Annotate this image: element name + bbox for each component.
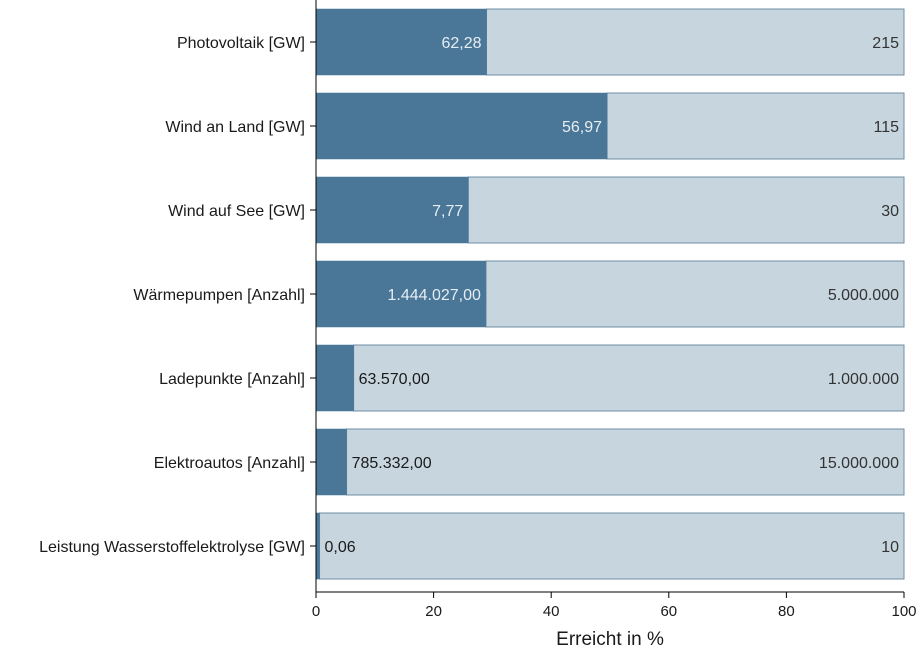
bar-target-segment <box>319 512 905 580</box>
target-value-label: 10 <box>881 539 899 556</box>
x-tick-label: 40 <box>543 603 560 620</box>
x-tick-label: 0 <box>312 603 320 620</box>
bar-achieved-segment <box>315 260 487 328</box>
category-label: Wind an Land [GW] <box>165 119 305 136</box>
category-label: Photovoltaik [GW] <box>177 35 305 52</box>
x-axis-ticks: 0 20 40 60 80 100 <box>312 592 917 620</box>
bar-target-segment <box>346 428 905 496</box>
x-tick-label: 60 <box>660 603 677 620</box>
category-label: Ladepunkte [Anzahl] <box>159 371 305 388</box>
category-label: Elektroautos [Anzahl] <box>154 455 305 472</box>
bar-achieved-segment <box>315 8 487 76</box>
bar-target-segment <box>353 344 905 412</box>
bar-target-segment <box>467 176 905 244</box>
category-label: Wärmepumpen [Anzahl] <box>133 287 305 304</box>
category-label: Wind auf See [GW] <box>168 203 305 220</box>
target-value-label: 115 <box>873 119 899 136</box>
bar-achieved-segment <box>315 344 354 412</box>
category-labels: Photovoltaik [GW] Wind an Land [GW] Wind a… <box>39 35 316 556</box>
axes-group <box>315 0 904 593</box>
bars-group: 62,28 215 56,97 115 7,77 30 1.444.027,00 5.000.… <box>315 8 905 580</box>
achieved-value-label: 1.444.027,00 <box>388 287 482 304</box>
x-tick-label: 100 <box>891 603 916 620</box>
achieved-value-label: 62,28 <box>441 35 481 52</box>
bar-achieved-segment <box>315 512 320 580</box>
target-value-label: 1.000.000 <box>828 371 899 388</box>
bar-target-segment <box>606 92 905 160</box>
target-value-label: 15.000.000 <box>819 455 899 472</box>
category-label: Leistung Wasserstoffelektrolyse [GW] <box>39 539 305 556</box>
target-value-label: 30 <box>881 203 899 220</box>
achieved-value-label: 63.570,00 <box>359 371 430 388</box>
achieved-value-label: 785.332,00 <box>352 455 432 472</box>
achieved-value-label: 56,97 <box>562 119 602 136</box>
bar-achieved-segment <box>315 176 469 244</box>
x-tick-label: 20 <box>425 603 442 620</box>
bar-target-segment <box>486 8 905 76</box>
x-tick-label: 80 <box>778 603 795 620</box>
achieved-value-label: 7,77 <box>432 203 463 220</box>
x-axis-title: Erreicht in % <box>556 629 664 650</box>
bar-achieved-segment <box>315 92 608 160</box>
target-value-label: 215 <box>872 35 899 52</box>
achieved-value-label: 0,06 <box>325 539 356 556</box>
target-value-label: 5.000.000 <box>828 287 899 304</box>
bar-target-segment <box>485 260 905 328</box>
bar-achieved-segment <box>315 428 347 496</box>
